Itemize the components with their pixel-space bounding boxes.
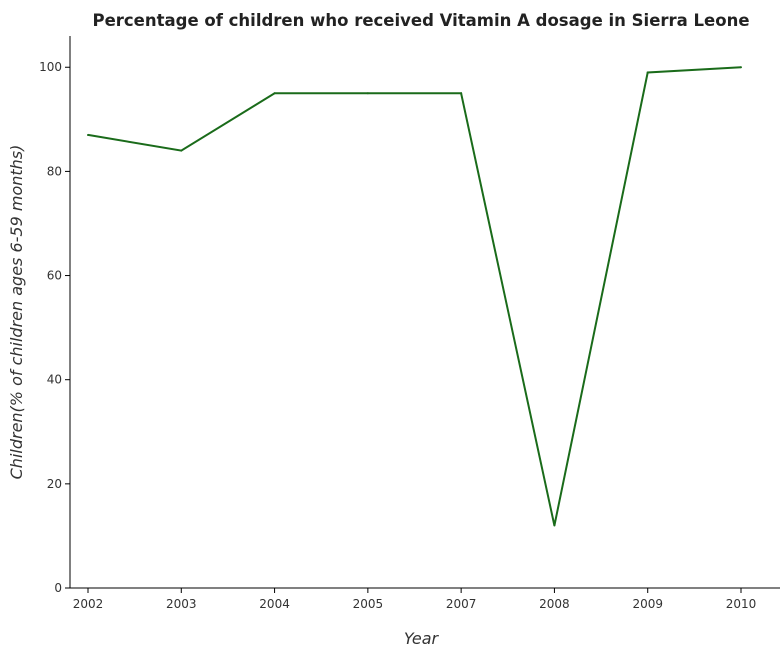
data-point (740, 66, 742, 69)
y-tick-label: 60 (47, 269, 62, 283)
data-point (180, 149, 183, 152)
y-tick-label: 100 (39, 60, 62, 74)
y-axis-label: Children(% of children ages 6-59 months) (7, 145, 26, 480)
data-point (646, 71, 649, 74)
x-tick-label: 2010 (726, 597, 757, 611)
x-tick-label: 2008 (539, 597, 570, 611)
data-point (460, 92, 463, 95)
data-point (553, 524, 556, 527)
x-tick-label: 2002 (73, 597, 104, 611)
x-tick-label: 2007 (446, 597, 477, 611)
data-point (87, 133, 89, 136)
y-tick-label: 0 (54, 581, 62, 595)
x-tick-label: 2005 (353, 597, 384, 611)
series-line (87, 66, 742, 526)
y-tick-label: 40 (47, 373, 62, 387)
y-tick-label: 80 (47, 164, 62, 178)
x-tick-label: 2004 (259, 597, 290, 611)
x-tick-label: 2009 (632, 597, 663, 611)
data-point (273, 92, 276, 95)
y-tick-label: 20 (47, 477, 62, 491)
x-ticks: 2002 2003 2004 2005 2007 2008 2009 2010 (73, 588, 757, 611)
x-axis-label: Year (404, 629, 440, 648)
chart-title: Percentage of children who received Vita… (92, 11, 749, 30)
axes (69, 36, 780, 589)
series-layer (87, 66, 742, 527)
x-tick-label: 2003 (166, 597, 197, 611)
y-ticks: 0 20 40 60 80 100 (39, 60, 70, 595)
data-point (366, 92, 369, 95)
